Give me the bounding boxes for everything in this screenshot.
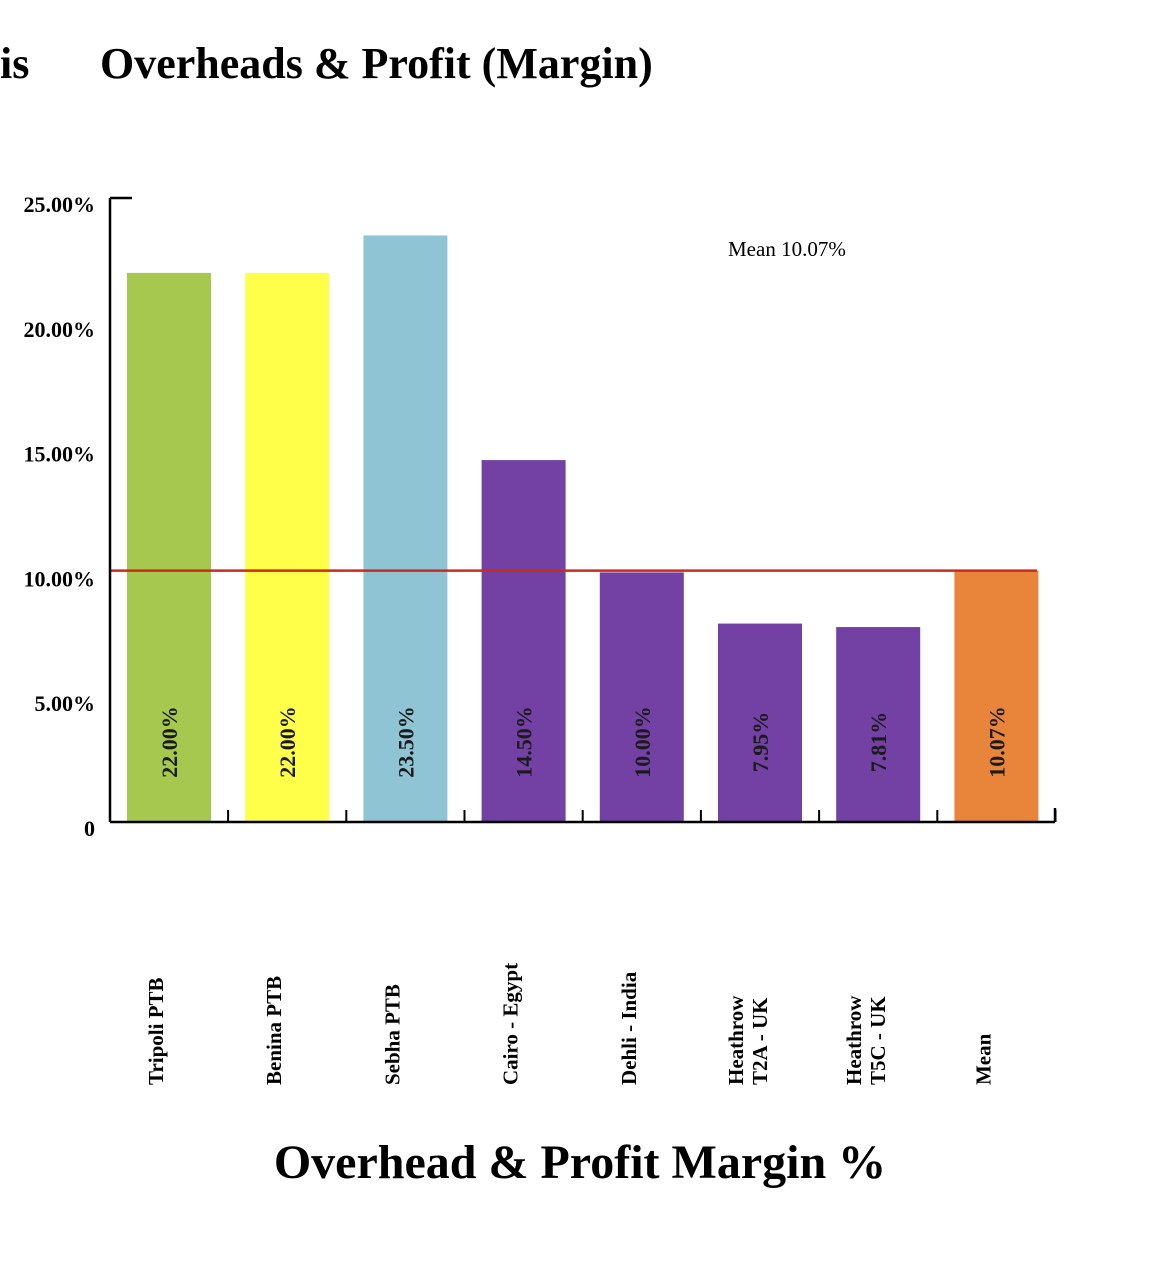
y-tick-label-2: 10.00% [24,566,96,591]
bars-group [127,235,1039,822]
title-fragment: is [0,39,30,88]
x-axis-title: Overhead & Profit Margin % [273,1136,887,1189]
bar-0 [127,272,211,822]
y-tick-label-1: 5.00% [35,691,96,716]
axes-group [108,196,1057,824]
category-label-5-line-1: T2A - UK [748,997,772,1085]
value-label-4: 10.00% [630,706,655,778]
category-label-6-line-0: Heathrow [842,995,866,1085]
bar-3 [481,460,566,822]
value-label-1: 22.00% [275,706,300,778]
value-label-2: 23.50% [393,706,418,778]
bar-4 [599,572,684,822]
mean-annotation: Mean 10.07% [728,237,846,261]
value-labels-group: 22.00% 22.00% 23.50% 14.50% 10.00% 7.95% 7.81%… [157,706,1009,778]
bar-1 [245,272,330,822]
category-label-5-line-0: Heathrow [724,995,748,1085]
value-label-6: 7.81% [866,712,891,773]
bar-chart: 0 5.00% 10.00% 15.00% 20.00% 25.00% Tripoli P… [24,192,1057,1085]
y-tick-label-4: 20.00% [24,317,96,342]
y-tick-label-3: 15.00% [24,442,96,467]
y-ticks-group: 0 5.00% 10.00% 15.00% 20.00% 25.00% [24,192,96,841]
value-label-7: 10.07% [984,706,1009,778]
y-tick-label-0: 0 [84,816,95,841]
category-label-7: Mean [971,1033,995,1085]
y-tick-label-5: 25.00% [24,192,96,217]
category-label-0: Tripoli PTB [144,977,168,1085]
value-label-0: 22.00% [157,706,182,778]
category-label-4: Dehli - India [617,971,641,1085]
bar-5 [718,623,802,822]
value-label-3: 14.50% [512,706,537,778]
value-label-5: 7.95% [748,712,773,773]
category-label-1: Benina PTB [262,976,286,1085]
bar-2 [363,235,448,822]
category-label-6-line-1: T5C - UK [866,996,890,1085]
bar-7 [954,570,1039,822]
chart-title: Overheads & Profit (Margin) [100,39,653,88]
x-labels-group: Tripoli PTB Benina PTB Sebha PTB Cairo - Eg… [144,963,995,1085]
category-label-2: Sebha PTB [380,984,404,1085]
bar-6 [836,627,921,822]
category-label-3: Cairo - Egypt [499,963,523,1085]
